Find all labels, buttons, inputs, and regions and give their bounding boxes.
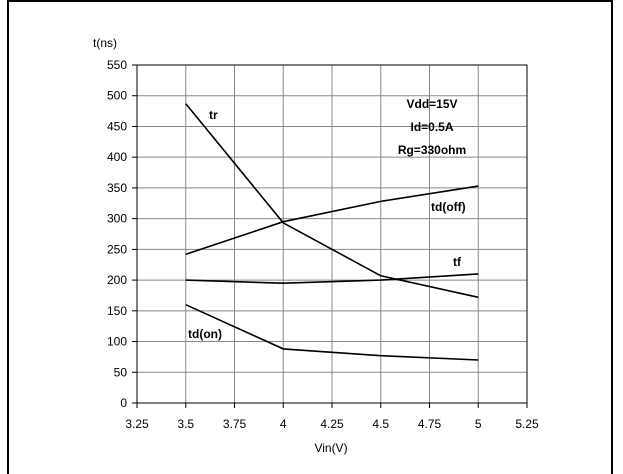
- x-tick-label: 5: [475, 417, 482, 431]
- y-tick-label: 250: [107, 242, 127, 256]
- x-tick-label: 4.5: [372, 417, 389, 431]
- y-tick-labels: 0 50 100 150 200 250 300 350 400 450 500 550: [107, 58, 137, 410]
- annotation-id: Id=0.5A: [410, 120, 453, 134]
- annotation-rg: Rg=330ohm: [398, 143, 466, 157]
- x-axis-label: Vin(V): [314, 441, 347, 455]
- series-label-td-off: td(off): [431, 200, 466, 214]
- annotation-vdd: Vdd=15V: [406, 97, 457, 111]
- y-tick-label: 450: [107, 119, 127, 133]
- x-tick-labels: 3.25 3.5 3.75 4 4.25 4.5 4.75 5 5.25: [125, 403, 539, 431]
- y-tick-label: 300: [107, 212, 127, 226]
- y-tick-label: 50: [114, 365, 128, 379]
- y-tick-label: 550: [107, 58, 127, 72]
- y-tick-label: 0: [120, 396, 127, 410]
- y-axis-label: t(ns): [93, 36, 117, 50]
- series-label-td-on: td(on): [188, 327, 222, 341]
- y-tick-label: 200: [107, 273, 127, 287]
- x-tick-label: 3.25: [125, 417, 149, 431]
- y-tick-label: 150: [107, 304, 127, 318]
- y-tick-label: 100: [107, 335, 127, 349]
- y-tick-label: 500: [107, 89, 127, 103]
- series-label-tf: tf: [453, 255, 462, 269]
- x-tick-label: 5.25: [515, 417, 539, 431]
- x-tick-label: 4.75: [418, 417, 442, 431]
- x-tick-label: 4: [280, 417, 287, 431]
- series-label-tr: tr: [209, 108, 218, 122]
- y-tick-label: 350: [107, 181, 127, 195]
- x-tick-label: 3.75: [223, 417, 247, 431]
- x-tick-label: 3.5: [177, 417, 194, 431]
- y-tick-label: 400: [107, 150, 127, 164]
- x-tick-label: 4.25: [320, 417, 344, 431]
